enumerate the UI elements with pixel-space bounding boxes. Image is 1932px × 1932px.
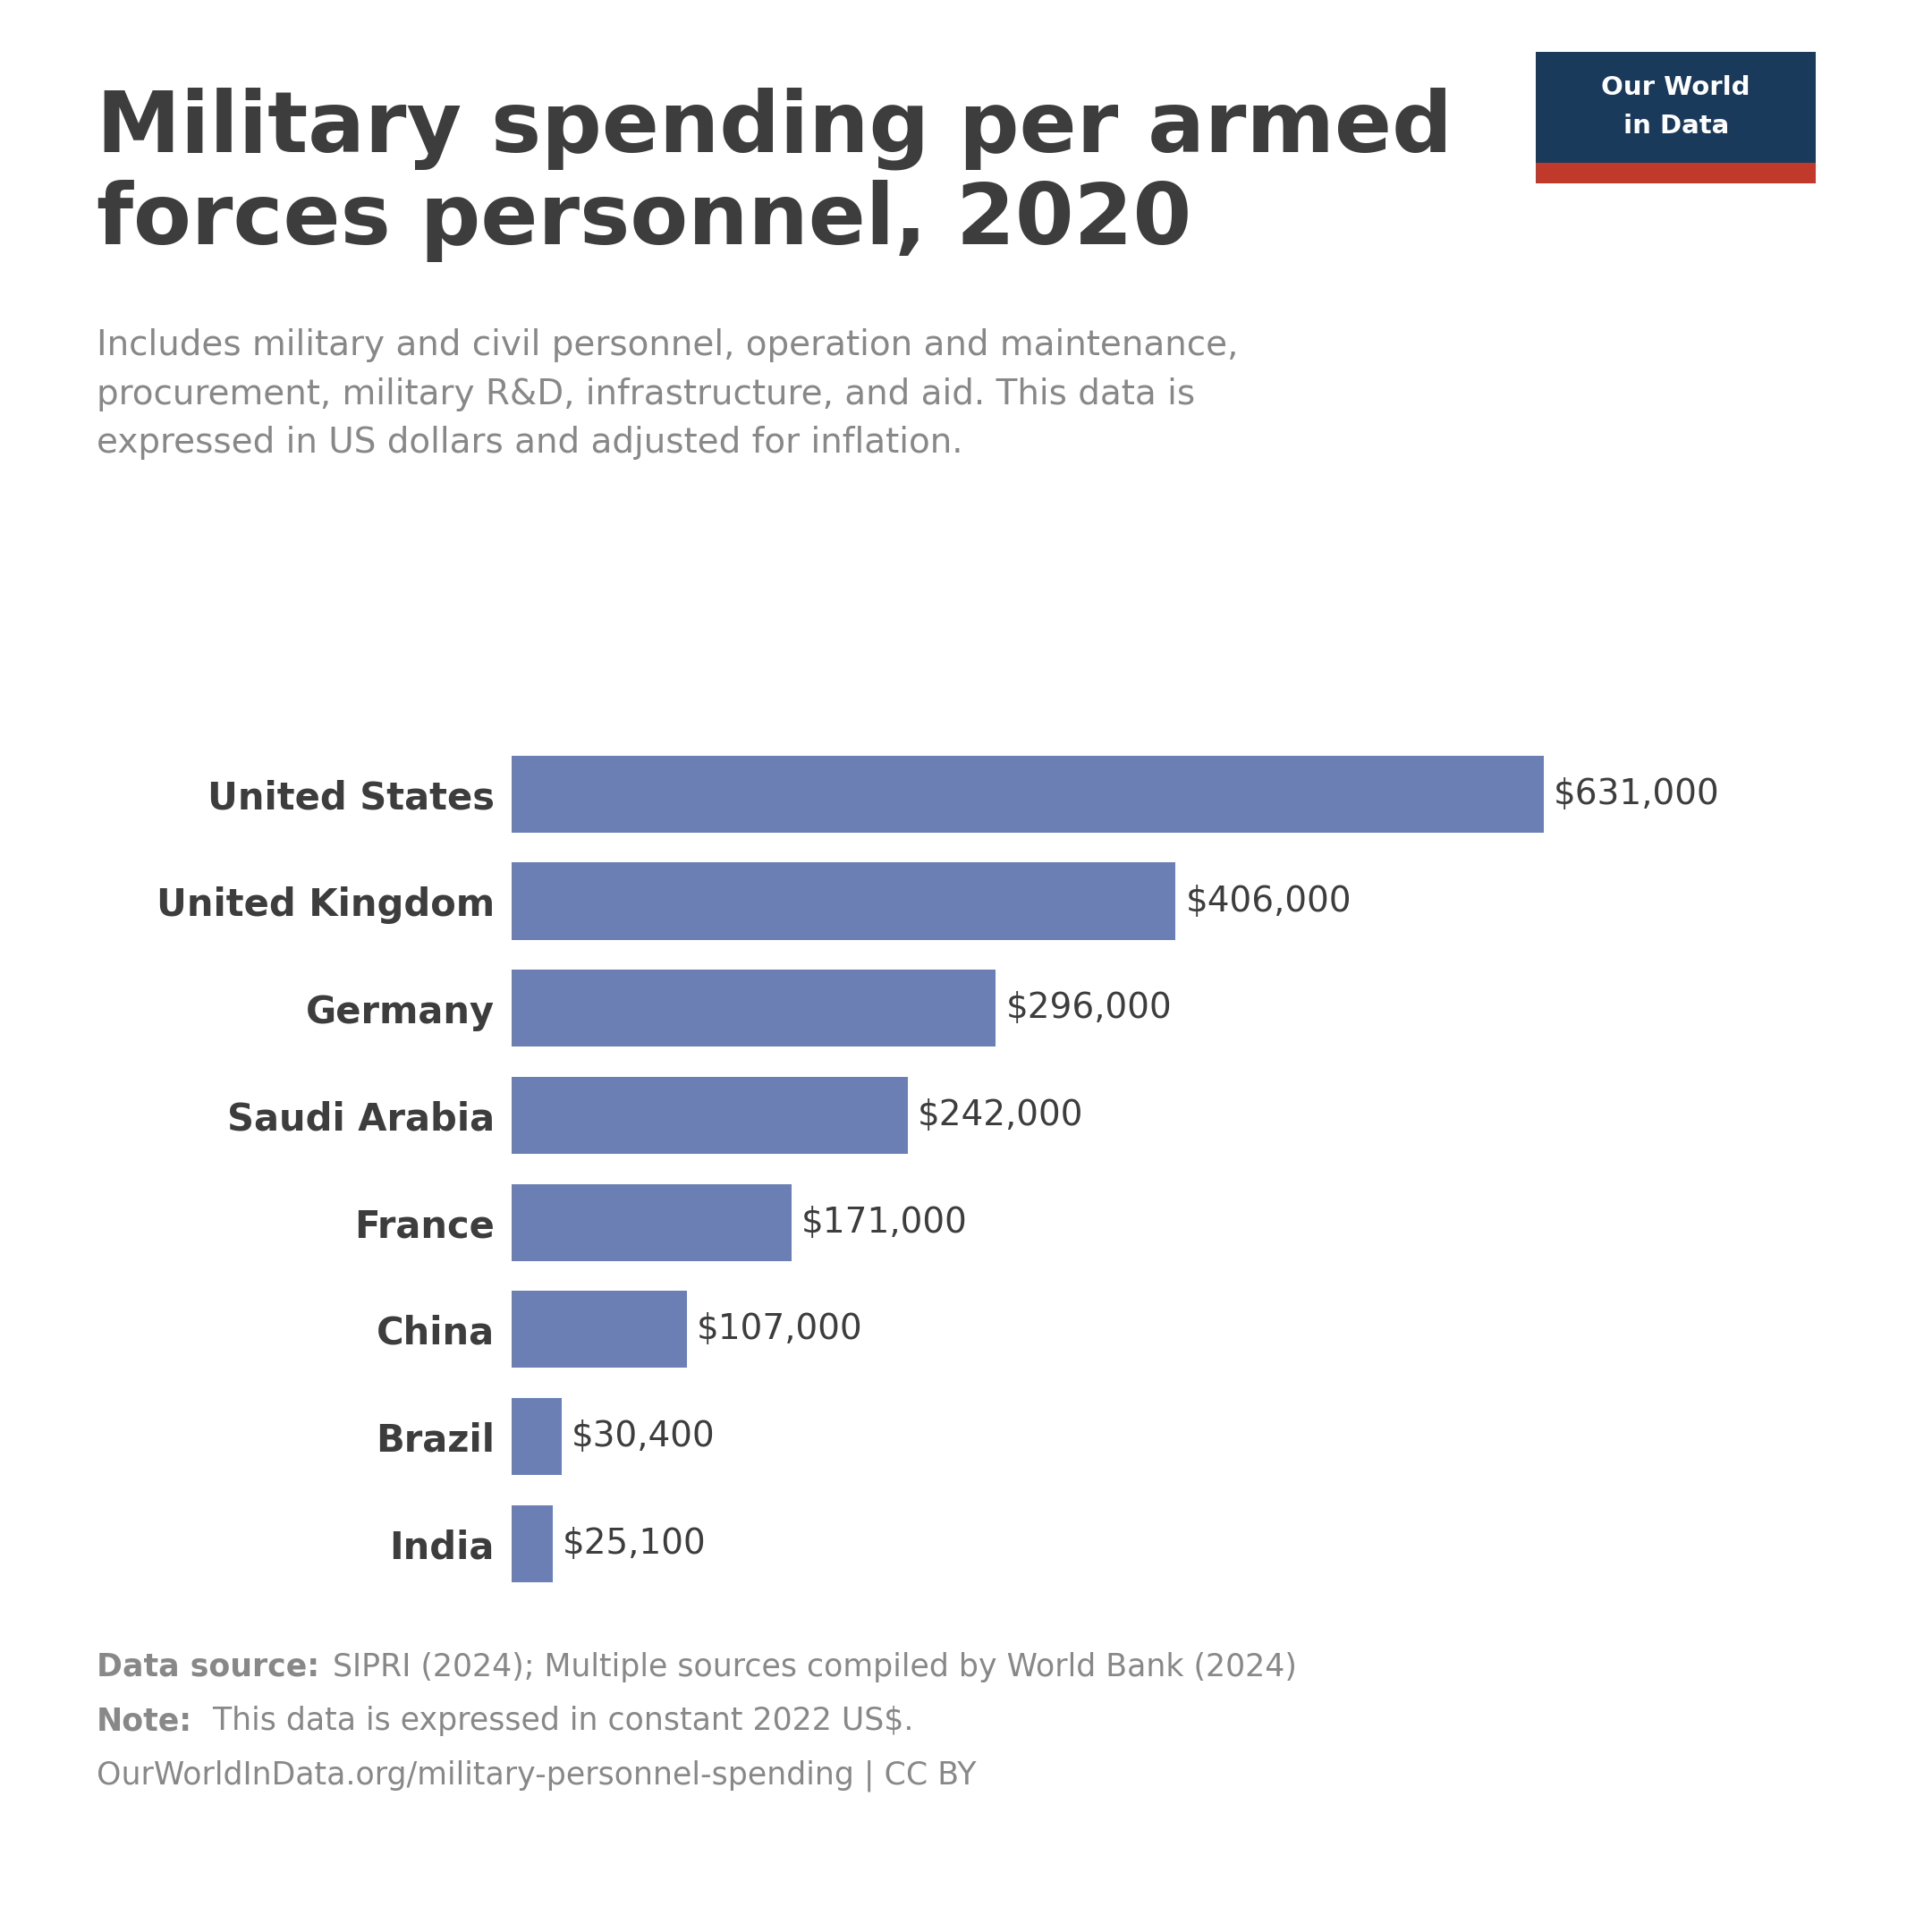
Text: $296,000: $296,000 [1007,991,1173,1026]
Bar [1536,162,1816,184]
Bar [512,755,1544,833]
Text: Our World: Our World [1602,75,1750,100]
Bar [512,1291,688,1368]
Text: Data source:: Data source: [97,1652,319,1683]
Text: $25,100: $25,100 [562,1526,707,1561]
Text: $406,000: $406,000 [1186,885,1352,918]
Text: $631,000: $631,000 [1553,777,1719,811]
Bar [512,862,1177,939]
Text: OurWorldInData.org/military-personnel-spending | CC BY: OurWorldInData.org/military-personnel-sp… [97,1760,976,1791]
Text: Includes military and civil personnel, operation and maintenance,
procurement, m: Includes military and civil personnel, o… [97,328,1238,460]
Bar [512,1505,553,1582]
Text: $107,000: $107,000 [697,1312,864,1347]
Bar [512,1076,908,1153]
Text: $30,400: $30,400 [572,1420,715,1453]
Text: $171,000: $171,000 [802,1206,968,1240]
Bar [512,1399,562,1476]
Text: This data is expressed in constant 2022 US$.: This data is expressed in constant 2022 … [203,1706,914,1737]
Text: SIPRI (2024); Multiple sources compiled by World Bank (2024): SIPRI (2024); Multiple sources compiled … [323,1652,1296,1683]
Bar [512,970,995,1047]
Bar [512,1184,792,1262]
Text: in Data: in Data [1623,114,1729,139]
Text: $242,000: $242,000 [918,1097,1084,1132]
Text: Military spending per armed
forces personnel, 2020: Military spending per armed forces perso… [97,87,1453,261]
Text: Note:: Note: [97,1706,193,1737]
